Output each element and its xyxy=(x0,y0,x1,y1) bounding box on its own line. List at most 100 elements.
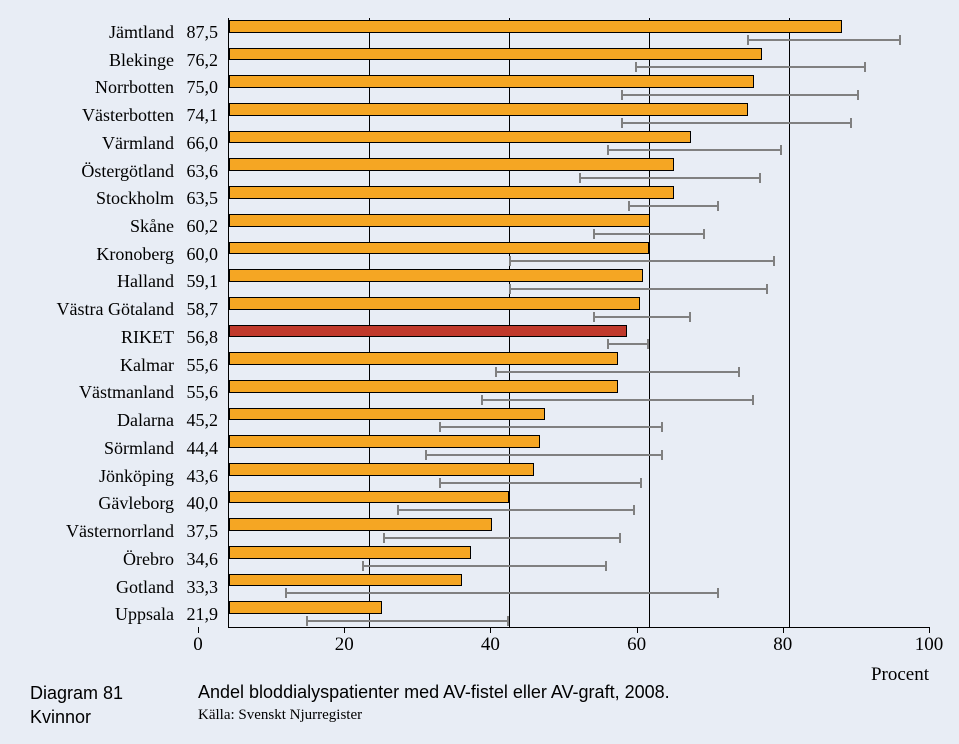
category-labels: JämtlandBlekingeNorrbottenVästerbottenVä… xyxy=(30,18,180,628)
category-label: Dalarna xyxy=(30,406,180,434)
bar-row xyxy=(229,489,929,517)
bar xyxy=(229,131,691,144)
value-label: 43,6 xyxy=(180,462,228,490)
value-label: 33,3 xyxy=(180,573,228,601)
error-bar xyxy=(495,371,740,373)
bar-row xyxy=(229,18,929,46)
diagram-source: Källa: Svenskt Njurregister xyxy=(198,707,670,724)
error-bar xyxy=(306,620,509,622)
x-axis: 020406080100 xyxy=(198,628,929,678)
bar-row xyxy=(229,350,929,378)
diagram-number: Diagram 81 xyxy=(30,682,198,705)
category-label: Uppsala xyxy=(30,600,180,628)
bar xyxy=(229,103,748,116)
bar xyxy=(229,214,650,227)
value-label: 60,2 xyxy=(180,212,228,240)
bar xyxy=(229,242,649,255)
bar xyxy=(229,297,640,310)
category-label: Örebro xyxy=(30,545,180,573)
error-bar xyxy=(621,122,852,124)
value-label: 55,6 xyxy=(180,351,228,379)
bar xyxy=(229,518,492,531)
value-label: 40,0 xyxy=(180,489,228,517)
error-bar xyxy=(439,482,642,484)
bar-row xyxy=(229,433,929,461)
category-label: Västmanland xyxy=(30,379,180,407)
bar-row xyxy=(229,101,929,129)
category-label: Västerbotten xyxy=(30,101,180,129)
bar xyxy=(229,186,674,199)
error-bar xyxy=(481,399,754,401)
bar-row xyxy=(229,46,929,74)
diagram-title: Andel bloddialyspatienter med AV-fistel … xyxy=(198,682,670,703)
value-label: 66,0 xyxy=(180,129,228,157)
error-bar xyxy=(635,66,866,68)
tick-label: 60 xyxy=(627,634,646,656)
diagram-subgroup: Kvinnor xyxy=(30,706,198,729)
bar xyxy=(229,269,643,282)
error-bar xyxy=(397,509,635,511)
error-bar xyxy=(285,592,719,594)
bar-row xyxy=(229,240,929,268)
error-bar xyxy=(747,39,901,41)
category-label: Sörmland xyxy=(30,434,180,462)
value-label: 60,0 xyxy=(180,240,228,268)
error-bar xyxy=(607,149,782,151)
bar xyxy=(229,325,627,338)
tick-label: 100 xyxy=(915,634,944,656)
error-bar xyxy=(621,94,859,96)
tick-label: 80 xyxy=(773,634,792,656)
bar xyxy=(229,574,462,587)
bar xyxy=(229,20,842,33)
bar-row xyxy=(229,184,929,212)
bar-row xyxy=(229,295,929,323)
value-label: 63,6 xyxy=(180,157,228,185)
bar-row xyxy=(229,406,929,434)
tick-label: 40 xyxy=(481,634,500,656)
value-label: 45,2 xyxy=(180,406,228,434)
value-label: 76,2 xyxy=(180,46,228,74)
category-label: RIKET xyxy=(30,323,180,351)
tick-mark xyxy=(490,627,491,633)
bar xyxy=(229,380,618,393)
category-label: Jönköping xyxy=(30,462,180,490)
error-bar xyxy=(383,537,621,539)
bar xyxy=(229,463,534,476)
error-bar xyxy=(579,177,761,179)
category-label: Skåne xyxy=(30,212,180,240)
chart: JämtlandBlekingeNorrbottenVästerbottenVä… xyxy=(30,18,929,628)
bar-row xyxy=(229,516,929,544)
bar-row xyxy=(229,323,929,351)
bar-row xyxy=(229,461,929,489)
error-bar xyxy=(439,426,663,428)
error-bar xyxy=(362,565,607,567)
tick-mark xyxy=(198,627,199,633)
value-label: 58,7 xyxy=(180,295,228,323)
error-bar xyxy=(425,454,663,456)
error-bar xyxy=(593,316,691,318)
category-label: Kronoberg xyxy=(30,240,180,268)
bar xyxy=(229,491,509,504)
category-label: Norrbotten xyxy=(30,73,180,101)
bar xyxy=(229,158,674,171)
bar xyxy=(229,601,382,614)
bar xyxy=(229,546,471,559)
error-bar xyxy=(509,260,775,262)
value-label: 75,0 xyxy=(180,73,228,101)
bar-row xyxy=(229,212,929,240)
category-label: Gotland xyxy=(30,573,180,601)
value-label: 63,5 xyxy=(180,184,228,212)
bar-row xyxy=(229,73,929,101)
value-label: 44,4 xyxy=(180,434,228,462)
caption: Diagram 81 Kvinnor Andel bloddialyspatie… xyxy=(30,682,670,729)
error-bar xyxy=(509,288,768,290)
bar xyxy=(229,352,618,365)
category-label: Halland xyxy=(30,268,180,296)
error-bar xyxy=(593,233,705,235)
value-label: 37,5 xyxy=(180,517,228,545)
bar-row xyxy=(229,156,929,184)
tick-mark xyxy=(929,627,930,633)
bar xyxy=(229,408,545,421)
error-bar xyxy=(628,205,719,207)
error-bar xyxy=(607,343,649,345)
